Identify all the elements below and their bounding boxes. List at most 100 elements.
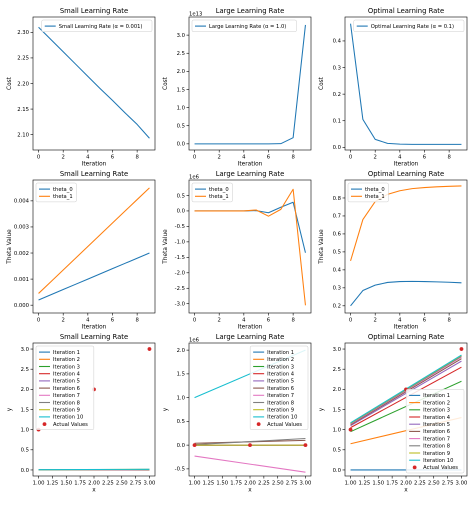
y-tick-label: 0.3 [333,65,341,71]
x-tick-label: 8 [135,318,139,324]
legend-label: theta_1 [365,194,385,200]
x-tick-label: 1.75 [230,481,242,487]
y-tick-label: 0.5 [333,250,341,256]
series-line-1 [39,27,150,138]
actual-value-point [193,443,197,447]
x-tick-label: 2.00 [88,481,100,487]
x-tick-label: 1.00 [189,481,201,487]
y-tick-label: 0.0 [333,145,342,151]
legend-label: Iteration 4 [53,372,81,378]
legend-label: Iteration 9 [423,451,450,457]
series-line-1 [351,281,462,305]
y-axis-label: y [319,407,325,411]
legend-label: Iteration 4 [423,415,451,421]
legend-label: Iteration 10 [53,415,83,421]
plot-area [195,189,306,305]
y-axis-label: Cost [7,76,13,90]
x-tick-label: 8 [291,155,295,161]
y-tick-label: -2.0 [175,271,186,277]
series-line-1 [351,24,462,145]
legend-label: theta_0 [53,187,73,193]
x-tick-label: 0 [349,155,353,161]
y-tick-label: 0.001 [14,277,29,283]
x-tick-label: 0 [37,155,41,161]
legend: Large Learning Rate (α = 1.0) [192,20,296,32]
x-tick-label: 2.75 [130,481,142,487]
x-tick-label: 1.50 [216,481,228,487]
legend-label: theta_0 [209,187,229,193]
series-line-7 [195,456,306,472]
x-tick-label: 3.00 [144,481,156,487]
legend-label: Iteration 5 [423,422,450,428]
plot-area [195,25,306,144]
x-tick-label: 2.75 [286,481,298,487]
chart-title: Small Learning Rate [60,170,128,178]
legend-label: Iteration 7 [423,436,450,442]
legend-dot [43,422,47,426]
y-tick-label: 2.10 [17,132,29,138]
x-axis-label: Iteration [394,162,419,168]
x-tick-label: 2.25 [102,481,114,487]
y-tick-label: -2.5 [175,286,185,292]
legend-label: Iteration 3 [423,408,450,414]
x-axis-label: x [404,488,408,494]
y-tick-label: 1.5 [177,372,185,378]
y-tick-label: 2.5 [21,367,29,373]
x-tick-label: 4 [398,155,402,161]
x-tick-label: 1.75 [74,481,86,487]
x-tick-label: 4 [86,155,90,161]
x-axis-label: Iteration [82,162,107,168]
y-tick-label: -0.5 [175,224,185,230]
legend-label: Actual Values [423,465,458,471]
legend-label: Iteration 4 [267,372,295,378]
legend-label: Iteration 9 [53,408,80,414]
chart-title: Large Learning Rate [216,170,285,178]
chart-title: Small Learning Rate [60,7,128,15]
x-tick-label: 3.00 [300,481,312,487]
y-tick-label: 2.30 [17,30,29,36]
y-axis-label: y [163,407,169,411]
x-tick-label: 0 [193,155,197,161]
legend-label: Small Learning Rate (α = 0.001) [59,24,143,30]
y-tick-label: 0.1 [333,119,341,125]
y-tick-label: 1.5 [21,407,29,413]
series-line-2 [39,188,150,294]
x-tick-label: 1.25 [203,481,215,487]
legend-dot [257,422,261,426]
x-tick-label: 8 [291,318,295,324]
legend-label: Iteration 8 [53,400,80,406]
chart-title: Large Learning Rate [216,333,285,341]
legend-label: Iteration 2 [53,357,80,363]
x-tick-label: 6 [111,318,115,324]
x-tick-label: 2.00 [400,481,412,487]
x-tick-label: 2 [374,318,377,324]
y-tick-label: 0.5 [177,419,185,425]
x-tick-label: 0 [349,318,353,324]
series-line-1 [195,202,306,252]
x-tick-label: 4 [398,318,402,324]
legend-label: Iteration 5 [267,379,294,385]
y-tick-label: 0.8 [333,196,342,202]
plot-area [351,186,462,306]
x-axis-label: Iteration [238,325,263,331]
y-tick-label: 0.0 [177,142,186,148]
x-tick-label: 8 [447,155,451,161]
y-tick-label: 3.0 [21,347,30,353]
x-axis-label: Iteration [82,325,107,331]
legend-label: Iteration 2 [267,357,294,363]
legend-label: Iteration 9 [267,408,294,414]
y-tick-label: 0.000 [14,303,30,309]
x-tick-label: 2 [374,155,377,161]
y-tick-label: 0.2 [333,304,341,310]
y-axis-label: Theta Value [163,229,169,265]
axes-frame [33,17,155,150]
series-line-1 [195,25,306,144]
y-axis-label: y [7,407,13,411]
